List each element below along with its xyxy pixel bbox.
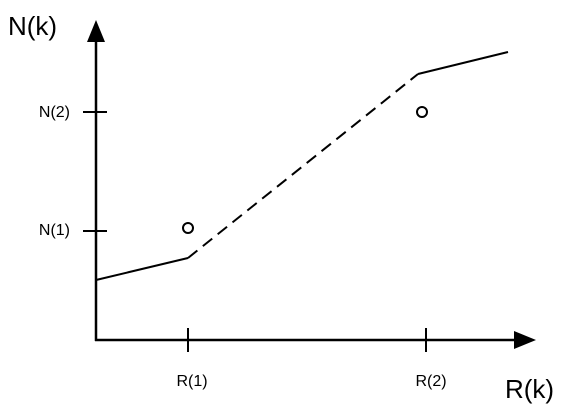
y-axis-arrow: [87, 20, 105, 42]
y-tick-label: N(2): [39, 104, 70, 121]
y-axis-label: N(k): [8, 11, 57, 41]
x-tick-label: R(1): [176, 373, 207, 390]
point: [182, 222, 194, 234]
solid-segment: [95, 257, 189, 281]
x-axis-arrow: [514, 331, 536, 349]
dashed-segment: [187, 73, 419, 259]
point: [416, 106, 428, 118]
y-tick-label: N(1): [39, 222, 70, 239]
x-tick-label: R(2): [415, 373, 446, 390]
x-axis-label: R(k): [505, 374, 554, 404]
solid-segment: [417, 51, 509, 75]
